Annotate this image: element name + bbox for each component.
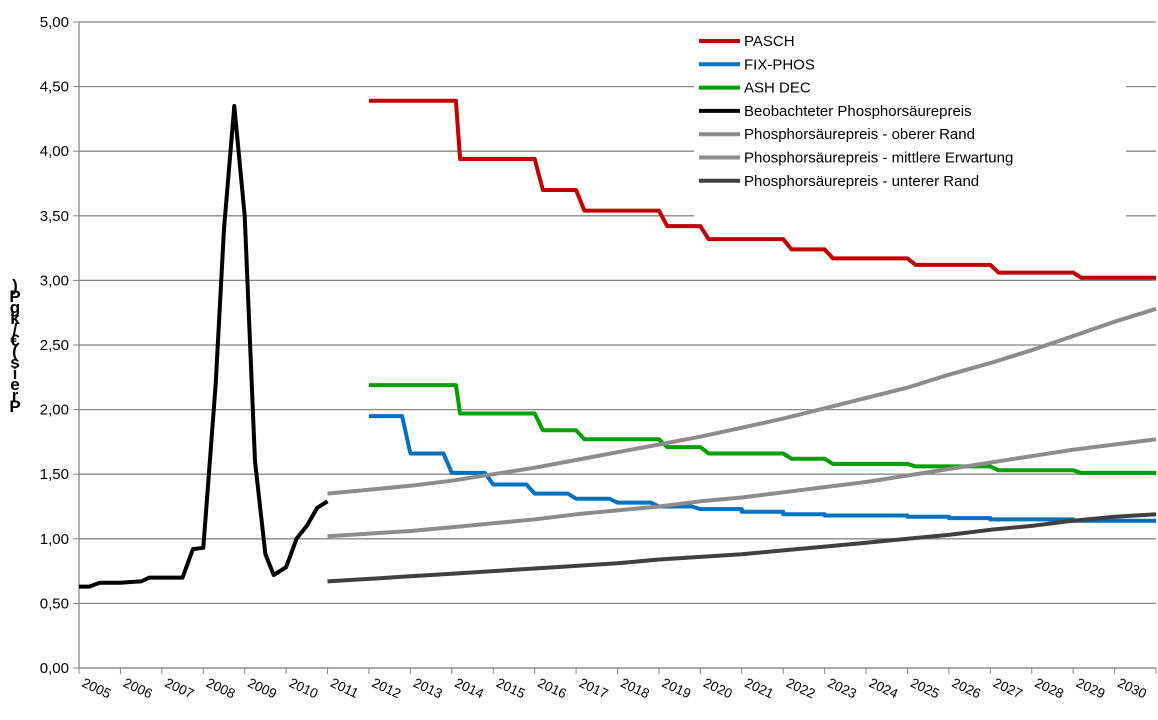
x-tick-label: 2027	[991, 675, 1025, 701]
axes	[73, 21, 1157, 674]
x-tick-label: 2015	[494, 675, 528, 701]
series-line	[369, 383, 1156, 475]
series-lines	[79, 98, 1157, 589]
legend-entry: Phosphorsäurepreis - mittlere Erwartung	[744, 150, 1013, 167]
y-tick-label: 3,50	[40, 208, 69, 225]
legend-entry: Beobachteter Phosphorsäurepreis	[744, 103, 972, 120]
series-line	[327, 512, 1157, 584]
y-tick-label: 0,00	[40, 660, 69, 677]
y-tick-label: 1,00	[40, 531, 69, 548]
legend-entry: PASCH	[744, 33, 795, 50]
y-tick-label: 4,00	[40, 143, 69, 160]
legend: PASCH FIX-PHOS ASH DEC Beobachteter Phospho…	[694, 28, 1126, 218]
y-tick-label: 1,50	[40, 466, 69, 483]
x-tick-label: 2014	[453, 675, 487, 701]
x-tick-label: 2021	[743, 675, 777, 701]
x-tick-label: 2016	[535, 675, 569, 701]
x-tick-label: 2012	[370, 675, 404, 701]
x-tick-label: 2006	[121, 675, 155, 701]
x-tick-label: 2011	[328, 675, 361, 701]
series-line	[327, 437, 1157, 539]
x-tick-labels: 2005 2006 2007 2008 2009 2010 2011 2012 2013 2014…	[80, 675, 1149, 701]
y-tick-label: 5,00	[40, 14, 69, 31]
y-tick-label: 4,50	[40, 79, 69, 96]
x-tick-label: 2013	[411, 675, 445, 701]
y-tick-label: 2,50	[40, 337, 69, 354]
x-tick-label: 2017	[577, 675, 611, 701]
x-tick-label: 2009	[245, 675, 279, 701]
legend-entry: Phosphorsäurepreis - unterer Rand	[744, 173, 979, 190]
x-tick-label: 2028	[1032, 675, 1066, 701]
legend-entry: FIX-PHOS	[744, 56, 815, 73]
series-line	[369, 98, 1156, 280]
x-tick-label: 2026	[950, 675, 984, 701]
x-tick-label: 2008	[204, 675, 238, 701]
x-tick-label: 2005	[80, 675, 114, 701]
x-tick-label: 2029	[1074, 675, 1108, 701]
y-tick-label: 0,50	[40, 595, 69, 612]
legend-background	[694, 28, 1126, 218]
y-tick-label: 3,00	[40, 272, 69, 289]
y-axis-label: Preis(€/kgP)	[9, 276, 20, 416]
x-tick-label: 2030	[1115, 675, 1149, 701]
x-tick-label: 2007	[163, 675, 197, 701]
x-tick-label: 2018	[618, 675, 652, 701]
legend-entry: Phosphorsäurepreis - oberer Rand	[744, 126, 975, 143]
x-tick-label: 2019	[660, 675, 694, 701]
x-tick-label: 2020	[701, 675, 735, 701]
y-tick-label: 2,00	[40, 402, 69, 419]
x-tick-label: 2010	[287, 675, 321, 701]
x-tick-label: 2022	[784, 675, 818, 701]
x-tick-label: 2024	[867, 675, 901, 701]
y-tick-labels: 0,00 0,50 1,00 1,50 2,00 2,50 3,00 3,50 4,00 4,50…	[40, 14, 69, 677]
x-tick-label: 2023	[825, 675, 859, 701]
series-line	[79, 104, 329, 589]
series-line	[327, 306, 1157, 496]
legend-entry: ASH DEC	[744, 80, 811, 97]
x-tick-label: 2025	[908, 675, 942, 701]
